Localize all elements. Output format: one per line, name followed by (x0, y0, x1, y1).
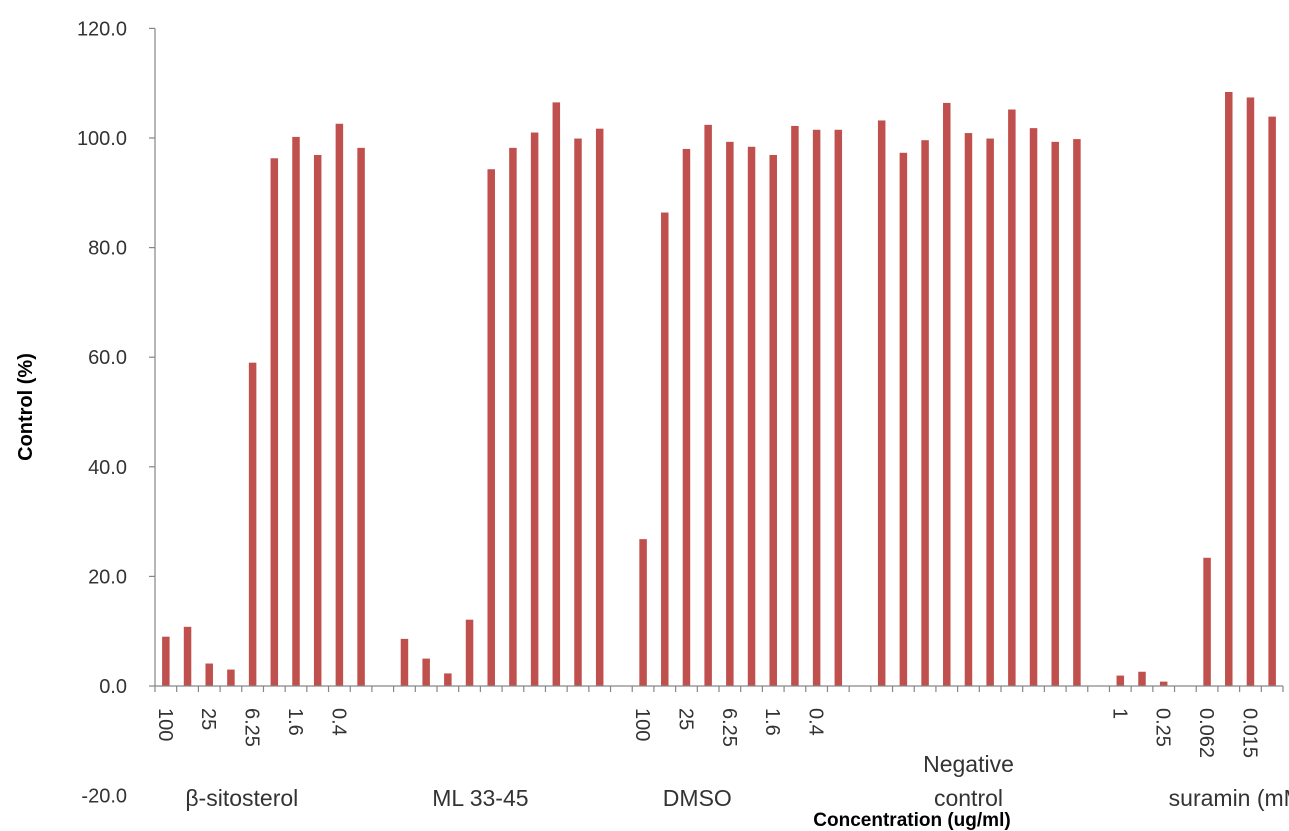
bar (682, 148, 691, 686)
bar (1268, 116, 1276, 686)
bar (248, 362, 257, 686)
x-tick-label: 1.6 (761, 708, 783, 736)
bar (704, 124, 712, 687)
group-label: Negative (923, 751, 1014, 777)
group-labels: β-sitosterol ML 33-45 DMSO Negative control s… (185, 751, 1289, 811)
bar (1116, 675, 1125, 686)
x-tick-label: 1 (1108, 708, 1130, 719)
bar (834, 129, 843, 686)
y-tick-label: 60.0 (88, 347, 127, 369)
bar (292, 136, 300, 686)
bar (747, 146, 756, 686)
x-tick-label: 6.25 (718, 708, 740, 747)
bar (877, 120, 886, 686)
group-label: β-sitosterol (185, 785, 298, 811)
x-tick-label: 1.6 (284, 708, 306, 736)
bar (205, 663, 213, 686)
y-tick-label: 20.0 (88, 566, 127, 588)
bar (1073, 139, 1081, 687)
y-tick-label: 100.0 (77, 128, 127, 150)
x-tick-label: 100 (631, 708, 653, 741)
bar (227, 669, 235, 686)
x-axis-title: Concentration (ug/ml) (813, 810, 1010, 831)
bar (1246, 97, 1255, 686)
y-axis: -20.0 0.0 20.0 40.0 60.0 80.0 100.0 120.0 (77, 18, 156, 808)
x-tick-labels: 100 25 6.25 1.6 0.4 100 25 6.25 1.6 0.4 1 0.25 0.062… (154, 708, 1261, 758)
bar (162, 636, 170, 686)
bar (552, 102, 561, 686)
x-tick-label: 25 (675, 708, 697, 730)
bar (1029, 128, 1038, 686)
bar (899, 152, 908, 687)
bar (487, 169, 495, 687)
bar (812, 129, 821, 686)
x-tick-label: 0.015 (1239, 708, 1261, 758)
bar (1008, 109, 1016, 686)
x-tick-label: 0.4 (805, 708, 827, 736)
y-tick-label: 40.0 (88, 457, 127, 479)
group-label: suramin (mM) (1169, 785, 1289, 811)
group-label: DMSO (663, 785, 732, 811)
bar (661, 212, 669, 686)
bar (943, 102, 951, 687)
bar (313, 154, 322, 687)
y-axis-title: Control (%) (15, 353, 37, 461)
x-tick-label: 0.25 (1152, 708, 1174, 747)
bar (964, 133, 973, 686)
y-tick-label: 0.0 (99, 676, 127, 698)
y-tick-label: 80.0 (88, 238, 127, 260)
bar (1051, 141, 1059, 687)
bar (1203, 557, 1211, 686)
bar (509, 147, 517, 687)
bar (444, 673, 452, 686)
bar (465, 619, 474, 686)
bar (574, 138, 582, 687)
bar (1159, 681, 1168, 686)
x-tick-label: 25 (197, 708, 219, 730)
y-tick-label: 120.0 (77, 18, 127, 40)
x-tick-label: 100 (154, 708, 176, 741)
x-tick-label: 6.25 (241, 708, 263, 747)
group-label: control (934, 785, 1003, 811)
x-axis (154, 685, 1284, 692)
bar (270, 158, 279, 686)
bar (530, 132, 539, 686)
y-tick-label: -20.0 (81, 786, 127, 808)
bar (183, 626, 192, 686)
bar (357, 147, 365, 687)
bar (726, 141, 734, 687)
bar (639, 539, 647, 686)
bar (791, 125, 799, 686)
bar (986, 138, 994, 687)
bar (595, 128, 604, 686)
x-tick-label: 0.062 (1195, 708, 1217, 758)
bars (162, 91, 1276, 687)
bar (400, 638, 409, 686)
x-tick-label: 0.4 (327, 708, 349, 736)
bar (335, 123, 344, 686)
bar (921, 140, 929, 686)
group-label: ML 33-45 (432, 785, 528, 811)
bar (1225, 91, 1233, 687)
bar (1138, 671, 1146, 686)
bar (769, 154, 777, 687)
bar (422, 658, 430, 686)
